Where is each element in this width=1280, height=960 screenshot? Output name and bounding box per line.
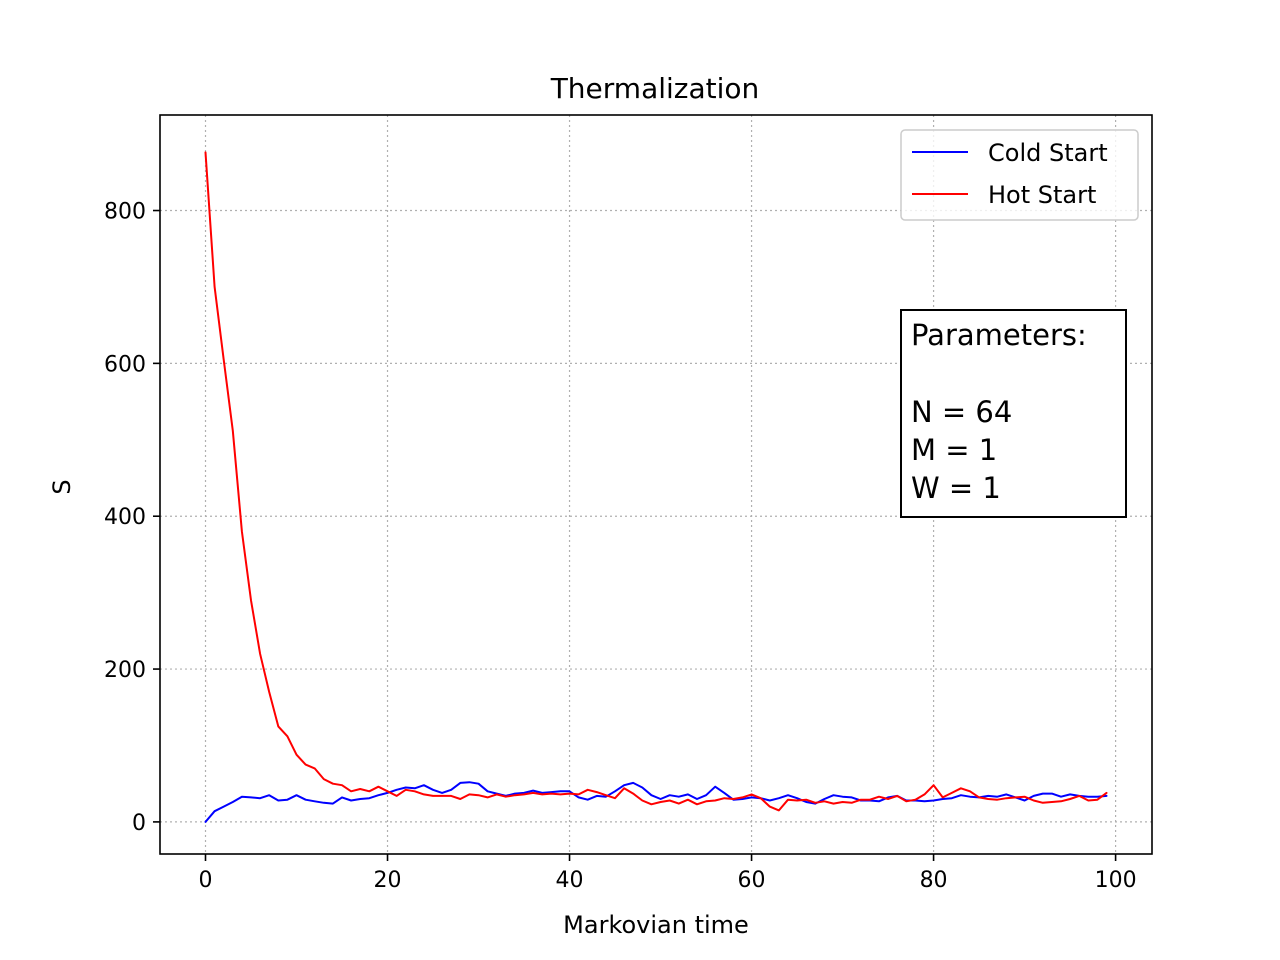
- series-line-hot-start: [204, 151, 1108, 812]
- y-axis-ticks: 0 200 400 600 800: [104, 200, 160, 836]
- x-tick-label: 40: [556, 868, 584, 893]
- parameter-n: N = 64: [911, 395, 1012, 429]
- series-line-cold-start: [204, 781, 1108, 823]
- parameters-box: Parameters: N = 64 M = 1 W = 1: [900, 309, 1127, 518]
- y-tick-label: 800: [104, 200, 146, 225]
- y-tick-label: 600: [104, 352, 146, 377]
- parameter-m: M = 1: [911, 433, 997, 467]
- legend-label-cold-start: Cold Start: [988, 139, 1108, 167]
- x-tick-label: 80: [920, 868, 948, 893]
- parameters-frame: [900, 309, 1127, 518]
- x-axis-ticks: 0 20 40 60 80 100: [199, 854, 1137, 893]
- x-gridlines: [204, 115, 1117, 854]
- y-tick-label: 0: [132, 811, 146, 836]
- x-tick-label: 60: [738, 868, 766, 893]
- x-tick-label: 0: [199, 868, 213, 893]
- x-axis-label: Markovian time: [563, 911, 749, 939]
- plot-frame: [159, 114, 1153, 855]
- x-tick-label: 100: [1095, 868, 1137, 893]
- y-tick-label: 200: [104, 658, 146, 683]
- x-tick-label: 20: [374, 868, 402, 893]
- chart-title: Thermalization: [550, 72, 760, 105]
- parameter-w: W = 1: [911, 471, 1001, 505]
- parameters-heading: Parameters:: [911, 318, 1087, 352]
- y-axis-label: S: [48, 479, 76, 494]
- legend-label-hot-start: Hot Start: [988, 181, 1096, 209]
- legend: Cold Start Hot Start: [900, 129, 1139, 221]
- y-tick-label: 400: [104, 505, 146, 530]
- series-layer: [204, 151, 1108, 823]
